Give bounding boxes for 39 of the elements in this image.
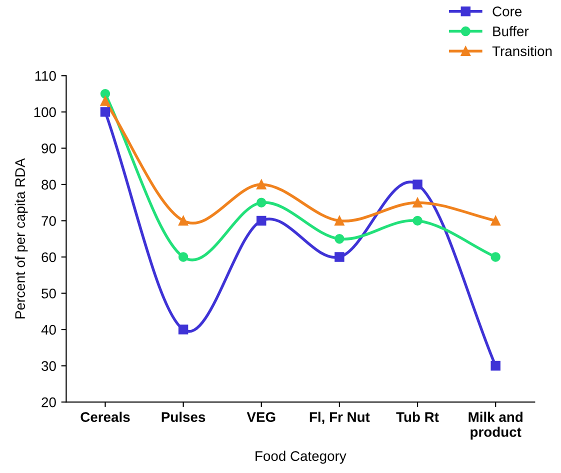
x-tick-label: Cereals [80,412,130,422]
point [490,360,500,371]
x-tick-label: Tub Rt [396,412,439,422]
y-tick-label: 60 [42,252,56,262]
point [178,216,188,226]
point [100,96,110,106]
y-tick-label: 80 [42,180,56,190]
y-tick-label: 100 [34,107,56,118]
x-tick-label: Fl, Fr Nut [310,412,370,424]
x-tick-label: VEG [246,412,276,422]
point [412,180,422,190]
point [412,198,422,208]
point [490,252,500,262]
point [178,252,188,262]
y-tick-label: 90 [42,144,56,154]
point [256,198,266,208]
y-tick-label: 20 [42,397,56,408]
point [256,180,266,190]
y-tick-label: 40 [41,324,56,335]
legend-label: Buffer [493,26,529,36]
point [490,216,500,226]
point [334,216,344,226]
x-tick-label: Milk and product [468,412,522,440]
y-axis-title: Percent of per capita RDA [14,158,28,318]
legend-label: Core [492,6,522,16]
y-tick-label: 30 [42,361,56,371]
x-tick-label: Pulses [162,412,206,422]
point [100,88,110,99]
point [334,252,344,262]
point [334,234,344,244]
y-tick-label: 50 [42,288,56,298]
point [100,107,110,117]
y-tick-label: 70 [42,216,56,226]
point [412,216,422,226]
point [256,216,266,226]
x-axis-title: Food Category [256,450,346,464]
legend-label: Transition [492,46,552,56]
y-tick-label: 110 [35,71,56,81]
point [178,324,188,334]
